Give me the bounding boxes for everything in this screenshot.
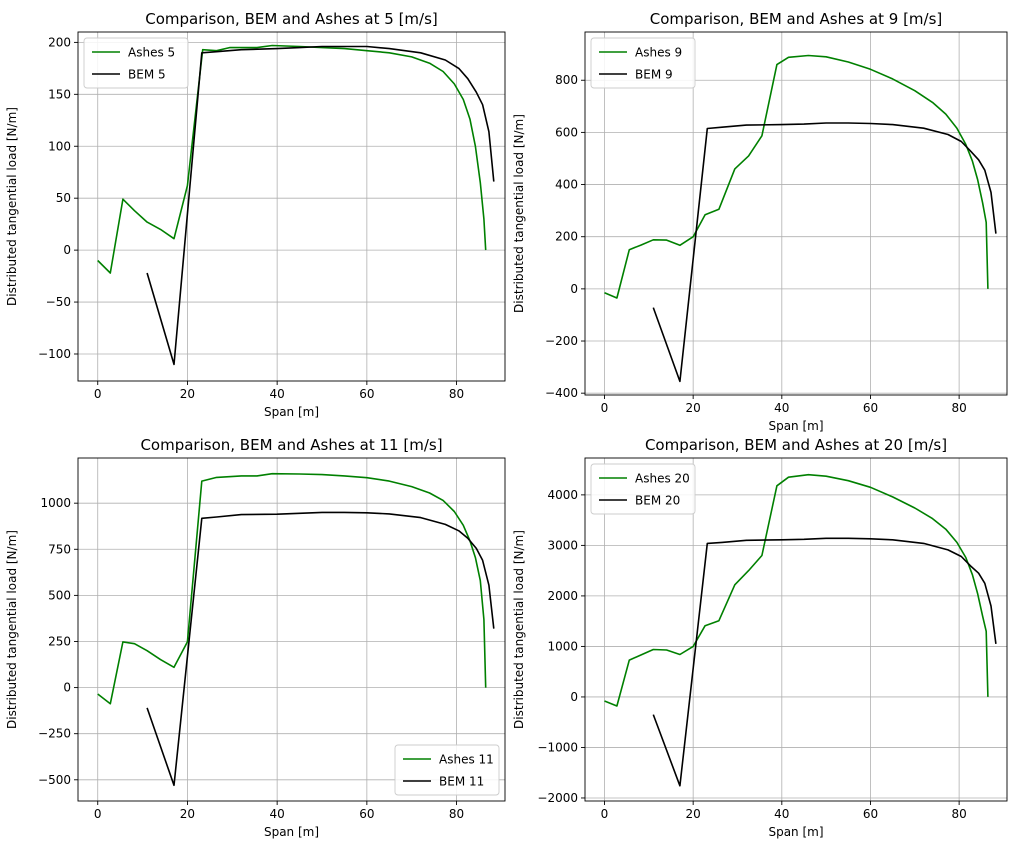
x-tick-label: 40 (774, 807, 789, 821)
series-line-ashes-5 (97, 44, 487, 274)
y-tick-label: 3000 (547, 538, 578, 552)
legend-entry-label: Ashes 9 (635, 46, 682, 60)
y-tick-label: 750 (48, 542, 71, 556)
legend-entry-label: BEM 5 (128, 68, 166, 82)
chart-title: Comparison, BEM and Ashes at 9 [m/s] (650, 10, 943, 28)
x-tick-label: 40 (270, 807, 285, 821)
chart-title: Comparison, BEM and Ashes at 20 [m/s] (645, 436, 947, 454)
x-tick-label: 80 (951, 807, 966, 821)
x-tick-label: 0 (94, 807, 102, 821)
y-tick-label: 600 (555, 125, 578, 139)
y-tick-label: −50 (46, 295, 71, 309)
y-tick-label: 150 (48, 87, 71, 101)
y-tick-label: 500 (48, 588, 71, 602)
x-tick-label: 20 (686, 807, 701, 821)
series-line-ashes-11 (97, 472, 487, 705)
legend-entry-label: BEM 20 (635, 494, 680, 508)
chart-title: Comparison, BEM and Ashes at 5 [m/s] (145, 10, 438, 28)
x-tick-label: 60 (863, 807, 878, 821)
legend-box (83, 37, 189, 89)
y-axis-label: Distributed tangential load [N/m] (5, 107, 19, 306)
y-axis-label: Distributed tangential load [N/m] (5, 530, 19, 729)
series-line-ashes-20 (604, 473, 989, 707)
y-tick-label: 400 (555, 178, 578, 192)
y-tick-label: 0 (570, 690, 578, 704)
x-axis-label: Span [m] (768, 419, 823, 433)
chart-panel-2: 0 20 40 60 80 −400 −200 0 200 400 600 800 Comparison… (512, 10, 1008, 433)
x-tick-label: 60 (863, 401, 878, 415)
x-tick-label: 40 (774, 401, 789, 415)
x-axis-label: Span [m] (768, 825, 823, 839)
y-tick-label: 100 (48, 139, 71, 153)
y-tick-label: 0 (63, 243, 71, 257)
axes-frame (584, 457, 1008, 802)
x-tick-label: 80 (449, 807, 464, 821)
y-tick-label: 250 (48, 634, 71, 648)
x-tick-label: 80 (449, 387, 464, 401)
x-axis-label: Span [m] (264, 825, 319, 839)
x-tick-label: 0 (601, 807, 609, 821)
y-tick-label: −1000 (537, 740, 578, 754)
y-tick-label: 4000 (547, 488, 578, 502)
y-tick-label: 1000 (547, 639, 578, 653)
y-tick-label: −400 (545, 386, 578, 400)
x-tick-label: 60 (359, 387, 374, 401)
y-axis-label: Distributed tangential load [N/m] (512, 114, 526, 313)
y-tick-label: 2000 (547, 589, 578, 603)
x-axis-label: Span [m] (264, 405, 319, 419)
y-tick-label: 200 (48, 35, 71, 49)
y-tick-label: −250 (38, 727, 71, 741)
series-line-bem-11 (146, 511, 495, 787)
legend-box (590, 463, 696, 515)
y-tick-label: −100 (38, 347, 71, 361)
chart-panel-4: 0 20 40 60 80 −2000 −1000 0 1000 2000 3000 4000 Comp… (512, 436, 1008, 839)
legend-box (394, 744, 500, 796)
legend-entry-label: Ashes 5 (128, 46, 175, 60)
legend: Ashes 11 BEM 11 (394, 744, 500, 796)
x-tick-label: 20 (180, 807, 195, 821)
y-tick-label: −500 (38, 773, 71, 787)
x-tick-label: 80 (951, 401, 966, 415)
y-tick-label: 200 (555, 230, 578, 244)
y-tick-label: 0 (570, 282, 578, 296)
series-line-bem-20 (652, 537, 997, 787)
legend-entry-label: BEM 11 (439, 775, 484, 789)
x-tick-label: 60 (359, 807, 374, 821)
legend-entry-label: Ashes 20 (635, 472, 690, 486)
series-line-bem-9 (652, 122, 997, 383)
legend-box (590, 37, 696, 89)
y-tick-label: 800 (555, 73, 578, 87)
x-tick-label: 0 (601, 401, 609, 415)
legend: Ashes 20 BEM 20 (590, 463, 696, 515)
chart-title: Comparison, BEM and Ashes at 11 [m/s] (140, 436, 442, 454)
y-tick-label: 50 (56, 191, 71, 205)
axes-frame (584, 31, 1008, 396)
legend: Ashes 5 BEM 5 (83, 37, 189, 89)
chart-panel-3: 0 20 40 60 80 −500 −250 0 250 500 750 1000 Compariso… (5, 436, 506, 839)
axes-frame (77, 457, 506, 802)
legend: Ashes 9 BEM 9 (590, 37, 696, 89)
legend-entry-label: BEM 9 (635, 68, 673, 82)
x-tick-label: 0 (94, 387, 102, 401)
x-tick-label: 40 (270, 387, 285, 401)
axes-frame (77, 31, 506, 382)
y-tick-label: 1000 (40, 496, 71, 510)
legend-entry-label: Ashes 11 (439, 753, 494, 767)
y-axis-label: Distributed tangential load [N/m] (512, 530, 526, 729)
x-tick-label: 20 (180, 387, 195, 401)
y-tick-label: −200 (545, 334, 578, 348)
x-tick-label: 20 (686, 401, 701, 415)
chart-panel-1: 0 20 40 60 80 −100 −50 0 50 100 150 200 Comparison, … (5, 10, 506, 419)
y-tick-label: 0 (63, 681, 71, 695)
y-tick-label: −2000 (537, 791, 578, 805)
series-line-bem-5 (146, 45, 495, 366)
